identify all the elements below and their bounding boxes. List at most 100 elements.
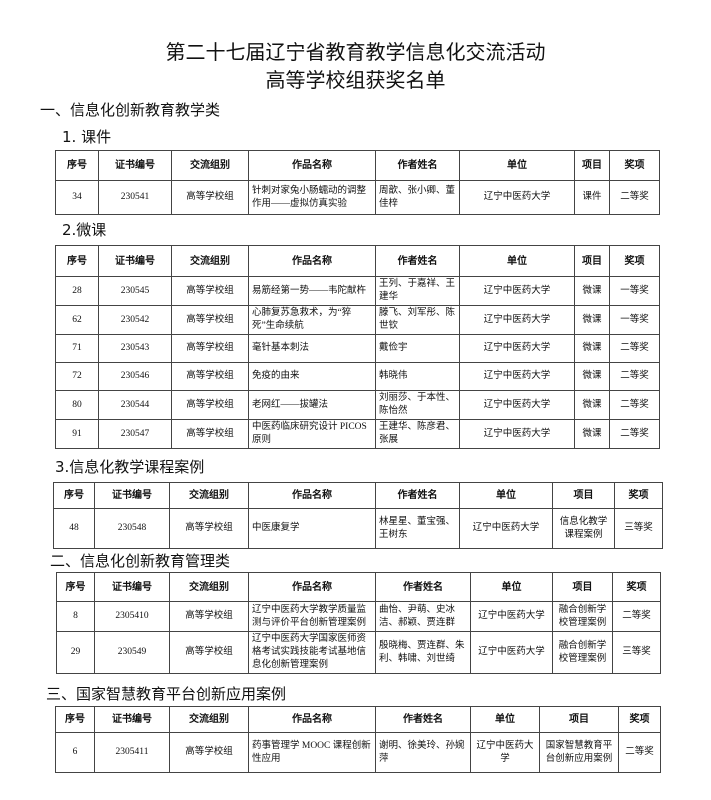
cell-group: 高等学校组 [171, 362, 249, 391]
cell-work-title: 药事管理学 MOOC 课程创新性应用 [248, 732, 376, 773]
cell-authors: 王建华、陈彦君、张展 [375, 419, 460, 449]
cell-group: 高等学校组 [171, 305, 249, 335]
cell-seq: 91 [55, 419, 99, 449]
section-heading-2: 二、信息化创新教育管理类 [50, 552, 231, 570]
cell-category: 课件 [574, 180, 610, 215]
cell-award: 一等奖 [609, 276, 660, 306]
cell-seq: 29 [56, 631, 95, 674]
column-header-group: 交流组别 [169, 482, 249, 509]
cell-authors: 王列、于嘉祥、王建华 [375, 276, 460, 306]
table-row: 8 2305410 高等学校组 辽宁中医药大学教学质量监测与评价平台创新管理案例 曲怡、… [56, 601, 661, 632]
cell-cert-no: 2305410 [94, 601, 170, 632]
column-header-cert-no: 证书编号 [98, 245, 172, 277]
column-header-work-title: 作品名称 [248, 245, 376, 277]
table-row: 28 230545 高等学校组 易筋经第一势——韦陀献杵 王列、于嘉祥、王建华 辽宁中医药… [55, 276, 660, 306]
cell-award: 二等奖 [609, 334, 660, 363]
cell-category: 微课 [574, 390, 610, 420]
table-row: 48 230548 高等学校组 中医康复学 林星星、董宝强、王树东 辽宁中医药大学 信息化教… [53, 508, 663, 549]
column-header-cert-no: 证书编号 [94, 572, 170, 602]
column-header-authors: 作者姓名 [375, 572, 471, 602]
cell-group: 高等学校组 [169, 508, 249, 549]
cell-award: 二等奖 [612, 601, 661, 632]
cell-unit: 辽宁中医药大学 [470, 601, 553, 632]
cell-work-title: 心肺复苏急救术，为“猝死”生命续航 [248, 305, 376, 335]
cell-cert-no: 2305411 [94, 732, 170, 773]
cell-seq: 62 [55, 305, 99, 335]
table-row: 62 230542 高等学校组 心肺复苏急救术，为“猝死”生命续航 滕飞、刘军彤、陈世钦… [55, 305, 660, 335]
column-header-award: 奖项 [609, 245, 660, 277]
cell-unit: 辽宁中医药大学 [459, 390, 575, 420]
column-header-unit: 单位 [459, 482, 553, 509]
column-header-work-title: 作品名称 [248, 482, 376, 509]
cell-award: 二等奖 [609, 390, 660, 420]
cell-authors: 林星星、董宝强、王树东 [375, 508, 460, 549]
column-header-seq: 序号 [55, 150, 99, 181]
section-heading-1: 一、信息化创新教育教学类 [40, 101, 221, 119]
cell-group: 高等学校组 [171, 334, 249, 363]
cell-unit: 辽宁中医药大学 [459, 362, 575, 391]
cell-work-title: 辽宁中医药大学国家医师资格考试实践技能考试基地信息化创新管理案例 [248, 631, 376, 674]
column-header-seq: 序号 [55, 706, 95, 733]
cell-group: 高等学校组 [171, 419, 249, 449]
cell-award: 二等奖 [609, 362, 660, 391]
column-header-unit: 单位 [470, 572, 553, 602]
column-header-group: 交流组别 [171, 245, 249, 277]
column-header-category: 项目 [574, 150, 610, 181]
column-header-authors: 作者姓名 [375, 150, 460, 181]
cell-award: 一等奖 [609, 305, 660, 335]
cell-group: 高等学校组 [171, 180, 249, 215]
cell-work-title: 老网红——拔罐法 [248, 390, 376, 420]
microlecture-table: 序号 证书编号 交流组别 作品名称 作者姓名 单位 项目 奖项 28 230545 高等学校组 易筋经… [55, 245, 660, 449]
cell-authors: 殷晓梅、贾连群、朱利、韩啸、刘世绮 [375, 631, 471, 674]
cell-category: 微课 [574, 334, 610, 363]
cell-unit: 辽宁中医药大学 [459, 419, 575, 449]
column-header-cert-no: 证书编号 [98, 150, 172, 181]
column-header-authors: 作者姓名 [375, 706, 471, 733]
cell-work-title: 免疫的由来 [248, 362, 376, 391]
cell-unit: 辽宁中医药大学 [470, 631, 553, 674]
cell-category: 信息化教学课程案例 [552, 508, 615, 549]
cell-award: 二等奖 [618, 732, 661, 773]
table-header-row: 序号 证书编号 交流组别 作品名称 作者姓名 单位 项目 奖项 [55, 245, 660, 277]
cell-award: 三等奖 [614, 508, 663, 549]
table-row: 72 230546 高等学校组 免疫的由来 韩晓伟 辽宁中医药大学 微课 二等奖 [55, 362, 660, 391]
column-header-seq: 序号 [53, 482, 95, 509]
column-header-group: 交流组别 [169, 706, 249, 733]
cell-category: 融合创新学校管理案例 [552, 601, 613, 632]
cell-cert-no: 230547 [98, 419, 172, 449]
document-page: 第二十七届辽宁省教育教学信息化交流活动 高等学校组获奖名单 一、信息化创新教育教… [40, 40, 663, 773]
cell-authors: 曲怡、尹萌、史冰洁、郝颖、贾连群 [375, 601, 471, 632]
column-header-category: 项目 [552, 482, 615, 509]
cell-seq: 6 [55, 732, 95, 773]
column-header-unit: 单位 [459, 150, 575, 181]
table-header-row: 序号 证书编号 交流组别 作品名称 作者姓名 单位 项目 奖项 [55, 150, 660, 181]
column-header-work-title: 作品名称 [248, 706, 376, 733]
cell-unit: 辽宁中医药大学 [459, 180, 575, 215]
cell-authors: 滕飞、刘军彤、陈世钦 [375, 305, 460, 335]
column-header-unit: 单位 [470, 706, 540, 733]
table-row: 34 230541 高等学校组 针刺对家兔小肠蠕动的调整作用——虚拟仿真实验 周歆、张小… [55, 180, 660, 215]
cell-group: 高等学校组 [171, 390, 249, 420]
cell-category: 融合创新学校管理案例 [552, 631, 613, 674]
cell-seq: 71 [55, 334, 99, 363]
document-subtitle: 高等学校组获奖名单 [265, 68, 446, 92]
cell-unit: 辽宁中医药大学 [459, 508, 553, 549]
cell-work-title: 中医康复学 [248, 508, 376, 549]
table-row: 91 230547 高等学校组 中医药临床研究设计 PICOS 原则 王建华、陈彦君、张… [55, 419, 660, 449]
cell-award: 二等奖 [609, 419, 660, 449]
cell-category: 国家智慧教育平台创新应用案例 [539, 732, 619, 773]
table-row: 6 2305411 高等学校组 药事管理学 MOOC 课程创新性应用 谢明、徐美玲、孙婉… [55, 732, 661, 773]
column-header-authors: 作者姓名 [375, 245, 460, 277]
cell-cert-no: 230544 [98, 390, 172, 420]
cell-category: 微课 [574, 362, 610, 391]
column-header-group: 交流组别 [169, 572, 249, 602]
cell-cert-no: 230548 [94, 508, 170, 549]
column-header-cert-no: 证书编号 [94, 482, 170, 509]
cell-cert-no: 230545 [98, 276, 172, 306]
column-header-award: 奖项 [618, 706, 661, 733]
cell-cert-no: 230541 [98, 180, 172, 215]
cell-unit: 辽宁中医药大学 [459, 276, 575, 306]
cell-group: 高等学校组 [171, 276, 249, 306]
cell-cert-no: 230549 [94, 631, 170, 674]
column-header-seq: 序号 [56, 572, 95, 602]
